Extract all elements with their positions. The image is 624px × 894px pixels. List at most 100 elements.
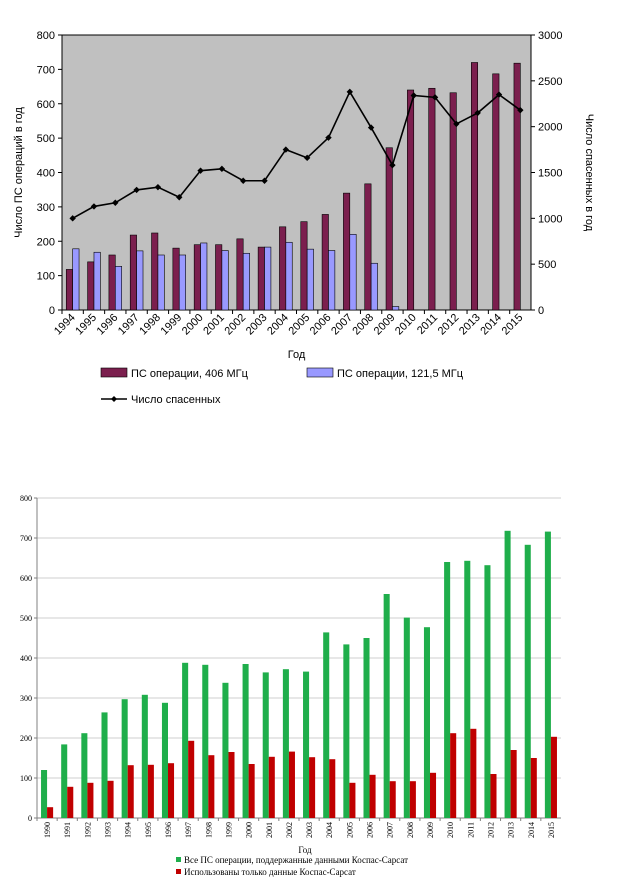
y-tick-label: 300 [37, 202, 55, 214]
x-tick-label: 1992 [83, 822, 92, 838]
point-rescued [154, 183, 162, 191]
bar-cospas-only [369, 774, 376, 818]
bar-121-mhz [392, 306, 400, 311]
bar-all-operations [101, 712, 108, 818]
legend-label-rescued: Число спасенных [131, 394, 221, 406]
legend-marker-rescued [111, 396, 117, 402]
y-tick-label: 600 [37, 99, 55, 111]
point-rescued [261, 177, 268, 184]
line-rescued [72, 90, 521, 220]
x-tick-label: 1993 [104, 822, 113, 838]
y-tick-label: 300 [20, 694, 32, 703]
legend-swatch-121-mhz [306, 367, 334, 378]
bar-121-mhz [157, 254, 165, 311]
bar-121-mhz [72, 248, 80, 311]
bar-121-mhz [285, 241, 293, 311]
y-tick-label: 400 [20, 654, 32, 663]
point-rescued [176, 194, 183, 201]
bar-cospas-only [268, 756, 275, 818]
bar-406-mhz [471, 62, 479, 311]
point-rescued [90, 203, 98, 210]
bar-cospas-only [127, 765, 134, 818]
bar-121-mhz [349, 234, 357, 311]
bar-406-mhz [407, 89, 415, 311]
point-rescued [389, 161, 396, 169]
y-tick-label: 0 [49, 305, 55, 317]
bar-all-operations [343, 644, 350, 818]
point-rescued [240, 177, 247, 184]
y-tick-label: 100 [37, 271, 55, 283]
bar-all-operations [121, 699, 128, 818]
bar-121-mhz [264, 246, 272, 311]
x-tick-label: 1991 [63, 822, 72, 838]
point-rescued [495, 91, 503, 98]
y-tick-label: 100 [20, 774, 32, 783]
bar-all-operations [41, 770, 48, 818]
x-axis-label: Год [298, 845, 312, 855]
point-rescued [325, 134, 332, 141]
point-rescued [346, 88, 353, 96]
bar-cospas-only [168, 763, 175, 818]
y-tick-label: 500 [20, 614, 32, 623]
bar-cospas-only [409, 781, 416, 818]
point-rescued [367, 124, 375, 131]
bar-121-mhz [242, 252, 250, 311]
y-tick-label: 0 [28, 814, 32, 823]
x-tick-label: 1998 [204, 822, 213, 838]
y-tick-label: 800 [20, 494, 32, 503]
point-rescued [218, 165, 226, 173]
bar-cospas-only [510, 750, 517, 818]
x-tick-label: 2014 [527, 822, 536, 838]
legend-swatch-all-operations [176, 857, 181, 862]
y-tick-label: 400 [37, 168, 55, 180]
point-rescued [112, 199, 119, 206]
point-rescued [197, 167, 204, 174]
bar-all-operations [81, 733, 88, 818]
bar-cospas-only [450, 733, 457, 818]
bar-121-mhz [306, 248, 314, 311]
bar-cospas-only [188, 740, 195, 818]
y2-tick-label: 0 [538, 305, 544, 317]
bar-all-operations [182, 662, 189, 818]
y-tick-label: 200 [37, 236, 55, 248]
point-rescued [69, 215, 76, 222]
bar-all-operations [423, 627, 430, 818]
bar-all-operations [242, 664, 249, 818]
y-tick-label: 700 [37, 64, 55, 76]
bar-406-mhz [385, 147, 393, 311]
bar-cospas-only [208, 755, 215, 818]
bar-all-operations [282, 669, 289, 818]
bar-cospas-only [470, 728, 477, 818]
bar-all-operations [141, 694, 148, 818]
bar-all-operations [383, 594, 390, 818]
bar-all-operations [504, 530, 511, 818]
y-tick-label: 200 [20, 734, 32, 743]
bar-cospas-only [147, 764, 154, 818]
bar-all-operations [403, 617, 410, 818]
bar-cospas-only [490, 774, 497, 818]
x-tick-label: 2015 [547, 822, 556, 838]
legend-label-121-mhz: ПС операции, 121,5 МГц [337, 368, 464, 380]
y-tick-label: 600 [20, 574, 32, 583]
bar-all-operations [464, 560, 471, 818]
y2-tick-label: 500 [538, 259, 556, 271]
y2-tick-label: 2000 [538, 122, 562, 134]
y2-tick-label: 3000 [538, 30, 562, 42]
bar-121-mhz [114, 266, 122, 311]
point-rescued [303, 154, 311, 162]
bar-121-mhz [93, 251, 101, 311]
bar-121-mhz [328, 250, 336, 311]
bar-all-operations [544, 531, 551, 818]
bar-cospas-only [349, 782, 356, 818]
x-axis-label: Год [288, 349, 306, 361]
x-tick-label: 2000 [245, 822, 254, 838]
bar-121-mhz [200, 242, 208, 311]
bar-all-operations [484, 565, 491, 818]
x-tick-label: 1997 [184, 822, 193, 838]
x-tick-label: 2013 [507, 822, 516, 838]
bar-all-operations [161, 702, 168, 818]
bar-all-operations [222, 682, 229, 818]
x-tick-label: 2011 [466, 822, 475, 838]
bar-all-operations [303, 671, 310, 818]
x-tick-label: 2009 [426, 822, 435, 838]
